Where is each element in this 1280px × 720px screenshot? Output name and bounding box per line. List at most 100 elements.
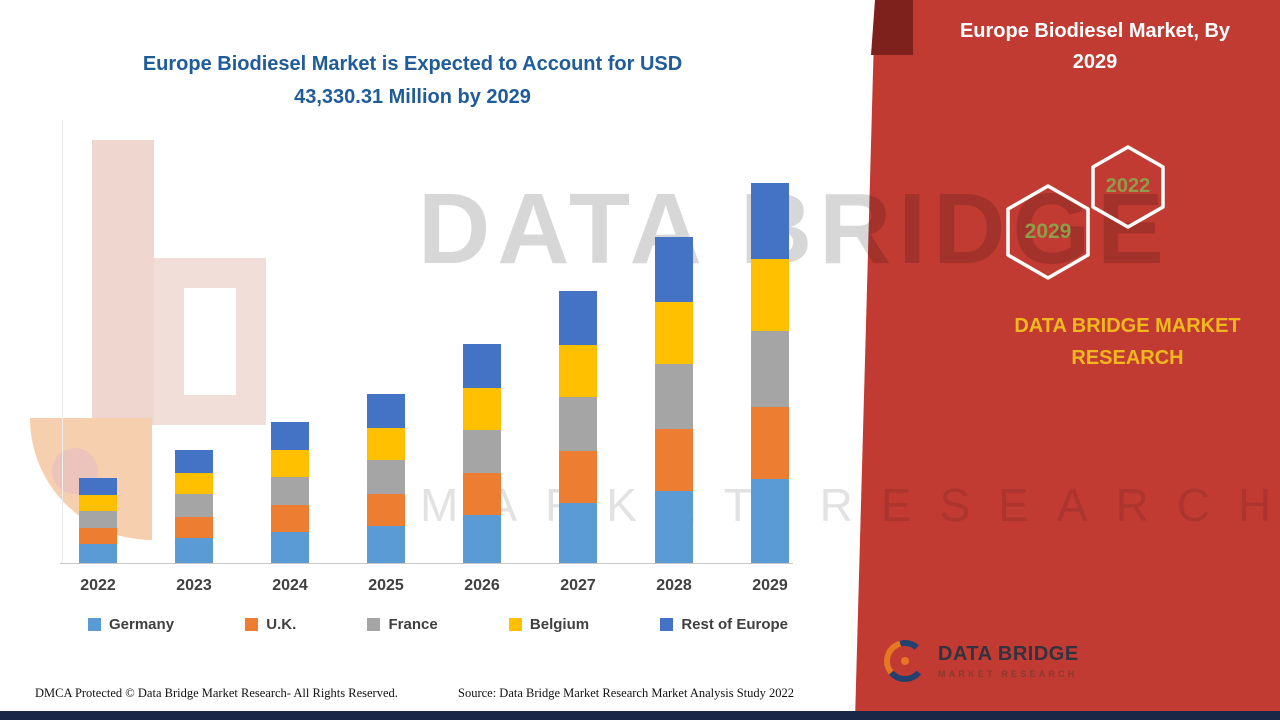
bar-segment-u-k-2028 (655, 429, 693, 492)
logo-text-top: DATA BRIDGE (938, 643, 1079, 665)
bar-segment-germany-2022 (79, 544, 117, 563)
chart-title: Europe Biodiesel Market is Expected to A… (55, 48, 770, 114)
logo-text-bottom: MARKET RESEARCH (938, 669, 1078, 679)
bar-segment-belgium-2026 (463, 387, 501, 430)
stacked-bar-2028 (655, 237, 693, 563)
bar-segment-france-2022 (79, 511, 117, 529)
bar-segment-belgium-2023 (175, 472, 213, 495)
panel-title-line1: Europe Biodiesel Market, By (959, 20, 1231, 42)
bar-segment-rest-of-europe-2026 (463, 344, 501, 388)
hexagon-2029-outline (1006, 184, 1090, 280)
stacked-bar-2022 (79, 477, 117, 563)
hexagon-2022-outline (1091, 145, 1165, 229)
legend-swatch-germany (88, 618, 101, 631)
stacked-bar-2025 (367, 393, 405, 563)
bar-segment-germany-2028 (655, 491, 693, 563)
legend-swatch-belgium (508, 618, 522, 631)
bar-segment-france-2029 (751, 331, 789, 408)
panel-dark-accent (871, 0, 913, 55)
bar-segment-u-k-2025 (367, 493, 405, 526)
panel-title-line2: 2029 (1072, 51, 1118, 73)
bar-segment-germany-2025 (367, 525, 405, 563)
bar-segment-rest-of-europe-2023 (175, 450, 213, 473)
legend-swatch-france (367, 618, 381, 631)
data-bridge-logo-icon (884, 640, 926, 682)
bottom-navy-strip (0, 711, 1280, 720)
brand-text: DATA BRIDGE MARKET RESEARCH (985, 310, 1270, 374)
legend-item-france: France (367, 616, 438, 633)
bar-segment-rest-of-europe-2027 (559, 290, 597, 346)
x-axis-label-2023: 2023 (176, 577, 212, 594)
legend-label-u-k: U.K. (266, 616, 297, 633)
bar-segment-germany-2024 (271, 531, 309, 563)
source-text: Source: Data Bridge Market Research Mark… (458, 686, 795, 700)
bar-segment-belgium-2025 (367, 427, 405, 460)
legend-label-belgium: Belgium (529, 616, 590, 633)
bar-segment-france-2024 (271, 477, 309, 506)
stacked-bar-2023 (175, 450, 213, 563)
x-axis-label-2028: 2028 (656, 577, 692, 594)
bar-segment-france-2027 (559, 396, 597, 452)
bar-segment-u-k-2023 (175, 516, 213, 539)
x-axis-label-2024: 2024 (272, 577, 308, 594)
logo-text: DATA BRIDGE MARKET RESEARCH (938, 643, 1079, 679)
bar-segment-rest-of-europe-2028 (655, 237, 693, 303)
bar-segment-france-2028 (655, 364, 693, 430)
stacked-bar-2026 (463, 344, 501, 563)
chart-title-line2: 43,330.31 Million by 2029 (294, 86, 531, 108)
legend-item-germany: Germany (88, 616, 174, 633)
brand-line2: RESEARCH (1071, 347, 1184, 369)
bar-segment-u-k-2024 (271, 505, 309, 532)
bar-segment-u-k-2029 (751, 407, 789, 480)
bar-segment-belgium-2027 (559, 345, 597, 397)
panel-title: Europe Biodiesel Market, By 2029 (930, 16, 1260, 78)
bar-segment-rest-of-europe-2025 (367, 393, 405, 428)
x-axis-label-2027: 2027 (560, 577, 596, 594)
stacked-bar-2029 (751, 183, 789, 563)
legend-item-belgium: Belgium (508, 616, 590, 633)
x-axis-label-2026: 2026 (464, 577, 500, 594)
bar-segment-germany-2029 (751, 479, 789, 563)
stacked-bar-2024 (271, 422, 309, 563)
legend-swatch-u-k (245, 618, 259, 631)
bar-segment-germany-2023 (175, 538, 213, 563)
hexagon-label-2022: 2022 (1105, 175, 1151, 197)
bar-segment-belgium-2022 (79, 494, 117, 512)
legend-label-rest-of-europe: Rest of Europe (681, 616, 788, 633)
legend-label-germany: Germany (109, 616, 175, 633)
data-bridge-logo: DATA BRIDGE MARKET RESEARCH (882, 638, 1079, 684)
bar-segment-rest-of-europe-2022 (79, 477, 117, 495)
bar-segment-germany-2027 (559, 503, 597, 563)
x-axis-label-2029: 2029 (752, 577, 788, 594)
hexagon-badges (1006, 145, 1165, 280)
dmca-text: DMCA Protected © Data Bridge Market Rese… (35, 686, 398, 700)
brand-line1: DATA BRIDGE MARKET (1014, 315, 1241, 337)
bar-segment-france-2023 (175, 494, 213, 517)
stacked-bar-2027 (559, 290, 597, 563)
legend-swatch-rest-of-europe (660, 618, 674, 631)
bar-segment-belgium-2029 (751, 258, 789, 332)
bar-segment-germany-2026 (463, 514, 501, 563)
bar-segment-u-k-2022 (79, 528, 117, 545)
legend-item-rest-of-europe: Rest of Europe (660, 616, 788, 633)
legend-item-u-k: U.K. (245, 616, 296, 633)
legend-label-france: France (388, 616, 438, 633)
bar-segment-u-k-2027 (559, 451, 597, 504)
bar-segment-france-2026 (463, 429, 501, 474)
x-axis-line (60, 563, 793, 564)
x-axis-label-2022: 2022 (80, 577, 116, 594)
hexagon-label-2029: 2029 (1024, 220, 1072, 243)
y-axis-line (62, 120, 63, 563)
bar-segment-u-k-2026 (463, 473, 501, 515)
bar-segment-rest-of-europe-2024 (271, 422, 309, 451)
bar-segment-france-2025 (367, 459, 405, 494)
chart-legend: Germany U.K. France Belgium Rest of Europe (88, 616, 788, 633)
x-axis-label-2025: 2025 (368, 577, 404, 594)
bar-segment-rest-of-europe-2029 (751, 183, 789, 259)
chart-title-line1: Europe Biodiesel Market is Expected to A… (142, 53, 683, 75)
bar-segment-belgium-2028 (655, 302, 693, 365)
right-panel-background (855, 0, 1280, 720)
bar-segment-belgium-2024 (271, 450, 309, 478)
